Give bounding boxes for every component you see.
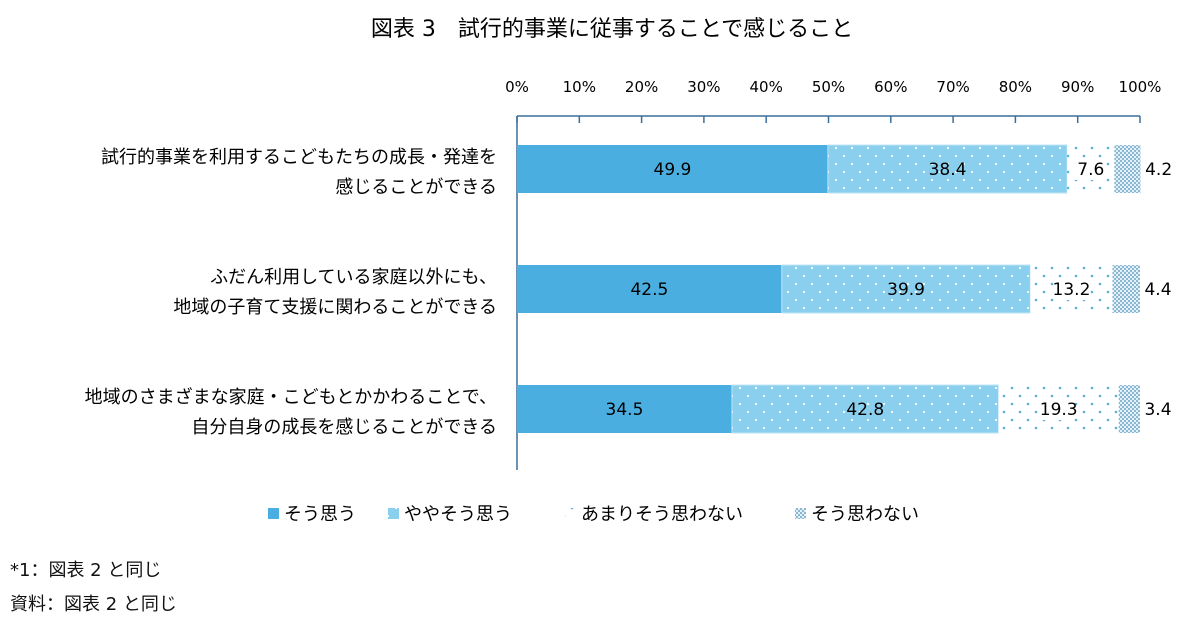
x-tick-label: 50% — [812, 78, 845, 96]
x-tick-label: 80% — [999, 78, 1032, 96]
bar-segment — [1114, 145, 1141, 193]
x-tick-label: 60% — [874, 78, 907, 96]
category-label: ふだん利用している家庭以外にも、 — [210, 267, 497, 288]
bar-segment — [1112, 265, 1140, 313]
data-label: 13.2 — [1053, 280, 1091, 300]
data-label: 7.6 — [1077, 160, 1104, 180]
bar-segment — [517, 145, 828, 193]
x-tick-label: 70% — [936, 78, 969, 96]
data-label: 39.9 — [887, 280, 925, 300]
bar-segment — [827, 144, 1068, 194]
data-label: 4.2 — [1145, 160, 1172, 180]
x-tick-label: 20% — [625, 78, 658, 96]
legend-label: そう思う — [284, 504, 356, 525]
data-label-bg — [1042, 398, 1075, 420]
data-label-bg — [1055, 278, 1088, 300]
data-label: 4.4 — [1144, 280, 1171, 300]
data-label: 34.5 — [606, 400, 644, 420]
chart-title: 図表 3 試行的事業に従事することで感じること — [371, 17, 853, 42]
legend-swatch — [565, 508, 576, 519]
category-label: 感じることができる — [335, 177, 497, 198]
x-tick-label: 40% — [750, 78, 783, 96]
x-tick-label: 10% — [563, 78, 596, 96]
legend-label: ややそう思う — [404, 504, 512, 525]
legend-swatch — [388, 508, 399, 519]
bar-segment — [517, 265, 782, 313]
category-label: 地域の子育て支援に関わることができる — [173, 297, 497, 318]
bar-segment — [781, 264, 1031, 314]
data-label: 38.4 — [929, 160, 967, 180]
legend-swatch — [268, 508, 279, 519]
data-label: 19.3 — [1040, 400, 1078, 420]
category-label: 自分自身の成長を感じることができる — [191, 417, 497, 438]
data-label: 49.9 — [654, 160, 692, 180]
data-label: 42.5 — [630, 280, 668, 300]
source-note: 資料：図表 2 と同じ — [10, 594, 177, 615]
legend-label: あまりそう思わない — [581, 504, 743, 525]
x-tick-label: 100% — [1119, 78, 1162, 96]
data-label: 3.4 — [1144, 400, 1171, 420]
x-tick-label: 90% — [1061, 78, 1094, 96]
bar-segment — [731, 384, 1000, 434]
data-label-bg — [1074, 158, 1107, 180]
x-tick-label: 0% — [505, 78, 529, 96]
category-label: 地域のさまざまな家庭・こどもとかかわることで、 — [85, 386, 497, 408]
footnote: *1：図表 2 と同じ — [10, 560, 162, 581]
category-label: 試行的事業を利用するこどもたちの成長・発達を — [101, 147, 497, 168]
x-tick-label: 30% — [687, 78, 720, 96]
bar-segment — [1118, 385, 1140, 433]
bar-segment — [517, 385, 732, 433]
legend-label: そう思わない — [811, 504, 919, 525]
legend-swatch — [795, 508, 806, 519]
data-label: 42.8 — [846, 400, 884, 420]
